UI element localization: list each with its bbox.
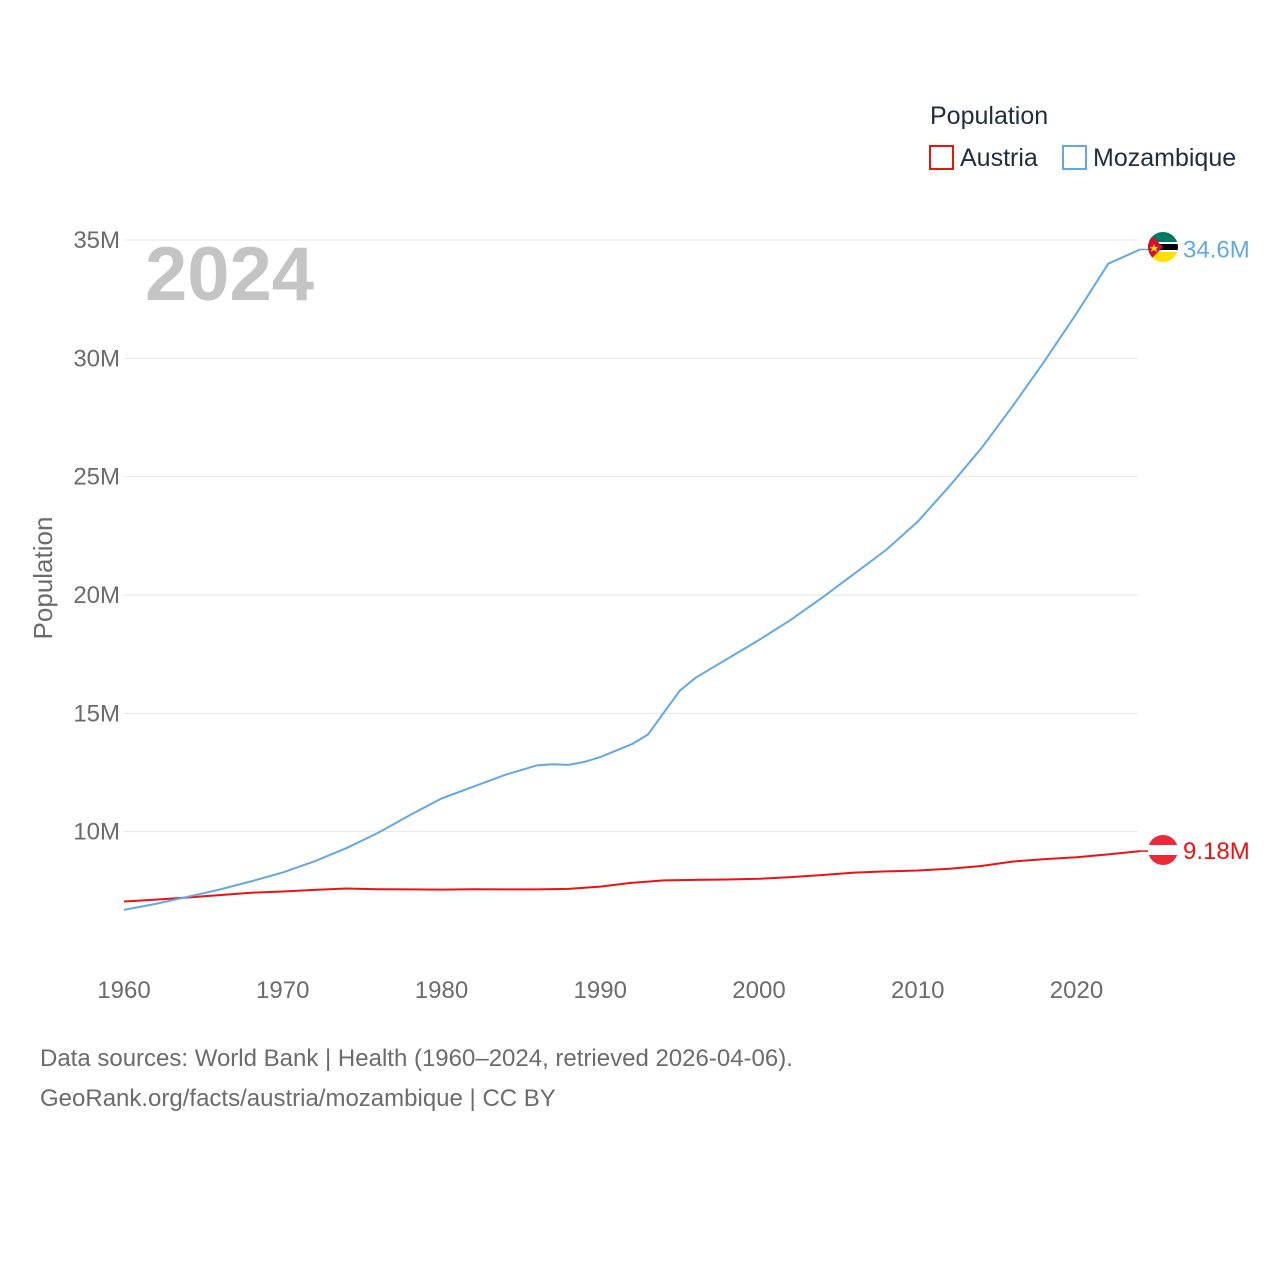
x-tick-label: 1970 [256, 977, 309, 1004]
series-line-mozambique[interactable] [123, 248, 1141, 911]
x-tick-label: 1980 [415, 977, 468, 1004]
end-value-label-austria: 9.18M [1183, 838, 1250, 865]
y-tick-label: 20M [73, 582, 120, 609]
y-tick-label: 10M [73, 819, 120, 846]
mozambique-flag-icon [1148, 232, 1178, 262]
y-tick-label: 15M [73, 700, 120, 727]
x-tick-label: 2010 [891, 977, 944, 1004]
x-axis-ticks: 1960 1970 1980 1990 2000 2010 2020 [97, 977, 1103, 1004]
end-value-label-mozambique: 34.6M [1183, 236, 1250, 263]
legend-swatch-mozambique [1062, 145, 1087, 170]
x-tick-label: 1990 [574, 977, 627, 1004]
y-axis-label: Population [28, 517, 58, 640]
y-tick-label: 30M [73, 345, 120, 372]
legend-item-mozambique[interactable]: Mozambique [1062, 144, 1236, 172]
legend-label-austria: Austria [960, 144, 1038, 172]
austria-flag-icon [1148, 835, 1178, 865]
series-lines [123, 248, 1141, 911]
footer-link[interactable]: GeoRank.org/facts/austria/mozambique | C… [40, 1085, 556, 1112]
legend-item-austria[interactable]: Austria [929, 144, 1038, 172]
series-line-austria[interactable] [123, 850, 1141, 903]
legend-title: Population [930, 102, 1048, 130]
y-tick-label: 35M [73, 227, 120, 254]
gridlines [124, 239, 1138, 833]
y-axis-ticks: 10M 15M 20M 25M 30M 35M [73, 227, 120, 846]
current-year-label: 2024 [145, 232, 314, 317]
x-tick-label: 2020 [1050, 977, 1103, 1004]
y-tick-label: 25M [73, 464, 120, 491]
footer-sources: Data sources: World Bank | Health (1960–… [40, 1045, 793, 1072]
x-tick-label: 2000 [732, 977, 785, 1004]
legend-swatch-austria [929, 145, 954, 170]
series-end-markers: 9.18M 34.6M [1140, 236, 1250, 865]
legend-label-mozambique: Mozambique [1093, 144, 1236, 172]
x-tick-label: 1960 [97, 977, 150, 1004]
